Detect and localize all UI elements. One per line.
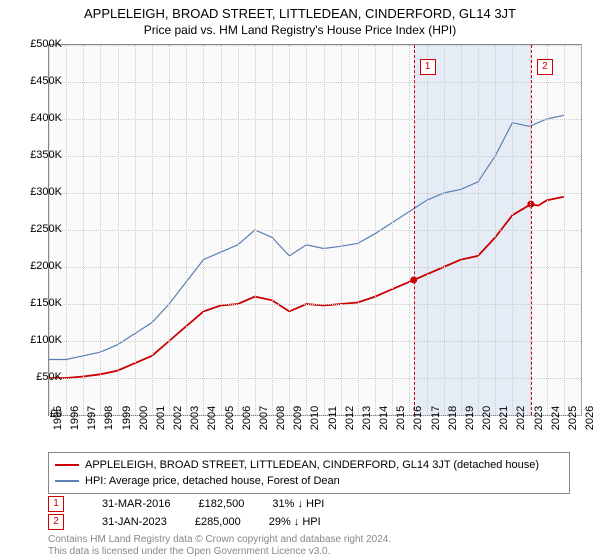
x-tick-label: 2007 [258, 406, 270, 430]
y-tick-label: £100K [18, 334, 62, 346]
x-tick-label: 2010 [309, 406, 321, 430]
x-tick-label: 2012 [344, 406, 356, 430]
legend-swatch-hpi [55, 480, 79, 482]
footer-line-2: This data is licensed under the Open Gov… [48, 546, 330, 558]
chart-container: APPLELEIGH, BROAD STREET, LITTLEDEAN, CI… [0, 0, 600, 560]
y-tick-label: £450K [18, 75, 62, 87]
x-tick-label: 2013 [361, 406, 373, 430]
x-tick-label: 2025 [567, 406, 579, 430]
y-tick-label: £150K [18, 297, 62, 309]
x-tick-label: 2011 [327, 406, 339, 430]
x-tick-label: 2024 [550, 406, 562, 430]
legend-label-property: APPLELEIGH, BROAD STREET, LITTLEDEAN, CI… [85, 457, 539, 473]
x-tick-label: 2002 [172, 406, 184, 430]
x-tick-label: 2000 [138, 406, 150, 430]
sale-date-1: 31-MAR-2016 [102, 498, 170, 510]
sale-diff-2: 29% ↓ HPI [269, 516, 321, 528]
x-tick-label: 2023 [533, 406, 545, 430]
x-tick-label: 2005 [224, 406, 236, 430]
sale-diff-1: 31% ↓ HPI [272, 498, 324, 510]
chart-subtitle: Price paid vs. HM Land Registry's House … [0, 21, 600, 41]
x-tick-label: 2004 [206, 406, 218, 430]
x-tick-label: 2020 [481, 406, 493, 430]
sale-price-1: £182,500 [198, 498, 244, 510]
sale-row-2: 2 31-JAN-2023 £285,000 29% ↓ HPI [48, 514, 321, 530]
y-tick-label: £400K [18, 112, 62, 124]
x-tick-label: 1997 [86, 406, 98, 430]
x-tick-label: 2015 [395, 406, 407, 430]
legend-swatch-property [55, 464, 79, 466]
sale-marker-2: 2 [48, 514, 64, 530]
legend: APPLELEIGH, BROAD STREET, LITTLEDEAN, CI… [48, 452, 570, 494]
sale-row-1: 1 31-MAR-2016 £182,500 31% ↓ HPI [48, 496, 324, 512]
legend-label-hpi: HPI: Average price, detached house, Fore… [85, 473, 340, 489]
x-tick-label: 2017 [430, 406, 442, 430]
legend-row-hpi: HPI: Average price, detached house, Fore… [55, 473, 563, 489]
footer-line-1: Contains HM Land Registry data © Crown c… [48, 534, 391, 546]
x-tick-label: 2009 [292, 406, 304, 430]
x-tick-label: 2001 [155, 406, 167, 430]
x-tick-label: 1999 [121, 406, 133, 430]
x-tick-label: 2018 [447, 406, 459, 430]
sale-price-2: £285,000 [195, 516, 241, 528]
chart-marker-1: 1 [420, 59, 436, 75]
x-tick-label: 2006 [241, 406, 253, 430]
x-tick-label: 1996 [69, 406, 81, 430]
y-tick-label: £300K [18, 186, 62, 198]
legend-row-property: APPLELEIGH, BROAD STREET, LITTLEDEAN, CI… [55, 457, 563, 473]
chart-marker-2: 2 [537, 59, 553, 75]
x-tick-label: 2008 [275, 406, 287, 430]
y-tick-label: £350K [18, 149, 62, 161]
chart-title: APPLELEIGH, BROAD STREET, LITTLEDEAN, CI… [0, 0, 600, 21]
y-tick-label: £200K [18, 260, 62, 272]
x-tick-label: 2026 [584, 406, 596, 430]
x-tick-label: 2021 [498, 406, 510, 430]
x-tick-label: 2019 [464, 406, 476, 430]
x-tick-label: 1995 [52, 406, 64, 430]
x-tick-label: 2022 [515, 406, 527, 430]
plot-area: 12 [48, 44, 582, 416]
x-tick-label: 2003 [189, 406, 201, 430]
x-tick-label: 2016 [412, 406, 424, 430]
sale-date-2: 31-JAN-2023 [102, 516, 167, 528]
x-tick-label: 2014 [378, 406, 390, 430]
y-tick-label: £500K [18, 38, 62, 50]
y-tick-label: £50K [18, 371, 62, 383]
y-tick-label: £250K [18, 223, 62, 235]
x-tick-label: 1998 [103, 406, 115, 430]
sale-marker-1: 1 [48, 496, 64, 512]
